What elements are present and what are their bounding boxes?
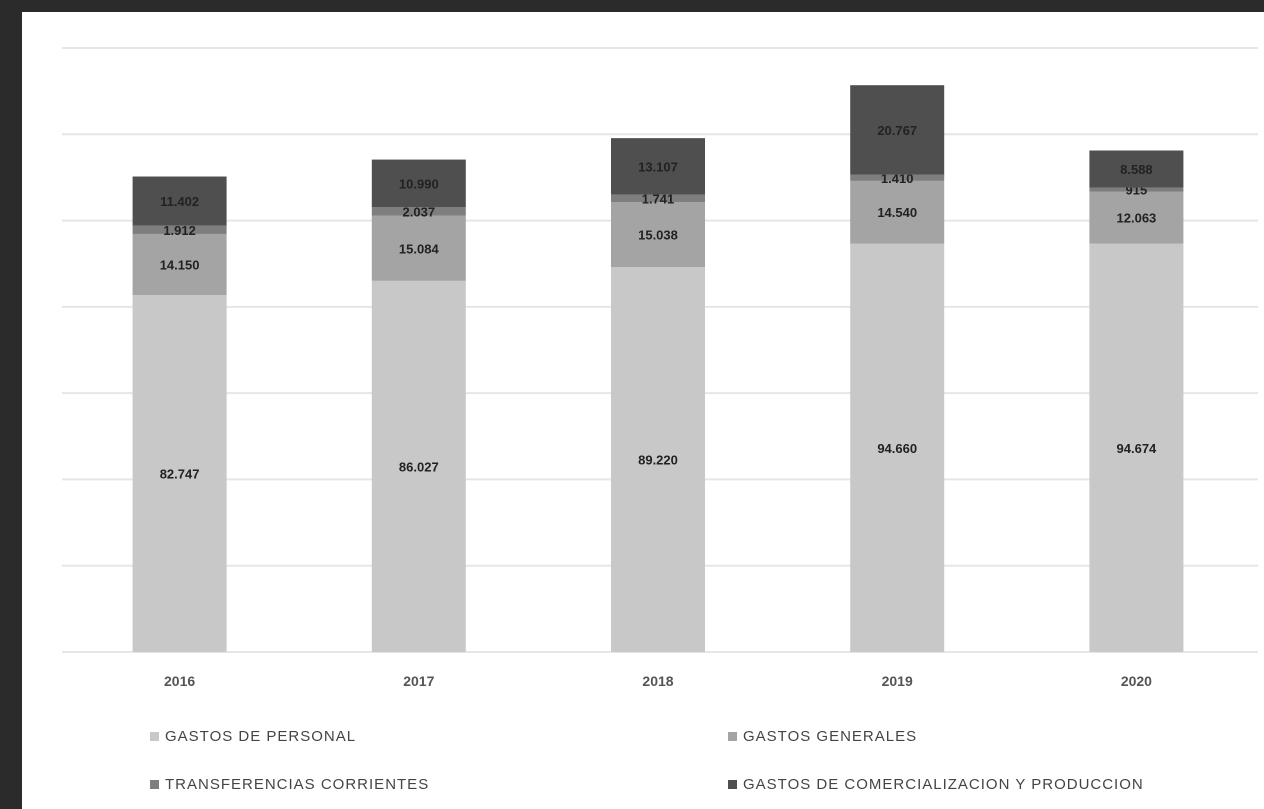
- bar-segment: [850, 243, 945, 652]
- bar-segment: [132, 295, 227, 652]
- data-label: 15.038: [638, 228, 678, 243]
- x-tick-label: 2019: [882, 673, 913, 689]
- bar-segment: [850, 85, 945, 175]
- data-label: 20.767: [877, 123, 917, 138]
- data-label: 1.912: [163, 223, 196, 238]
- data-label: 2.037: [403, 204, 436, 219]
- data-label: 86.027: [399, 459, 439, 474]
- bar-segment: [132, 233, 227, 296]
- bar-segment: [1089, 150, 1184, 188]
- legend-item-gastos-de-personal: GASTOS DE PERSONAL: [150, 728, 356, 745]
- bar-segment: [371, 280, 466, 652]
- bar-segment: [371, 215, 466, 281]
- data-label: 15.084: [399, 241, 440, 256]
- legend-swatch-icon: [150, 780, 159, 789]
- legend-label: GASTOS DE PERSONAL: [165, 728, 357, 745]
- bar-segment: [371, 159, 466, 207]
- bar-segment: [132, 225, 227, 234]
- data-label: 11.402: [160, 194, 199, 209]
- chart-frame: 82.747 14.150 1.912 11.402 2016 86.027 15.084 2…: [22, 12, 1264, 809]
- data-label: 1.741: [642, 191, 675, 206]
- bar-segment: [1089, 187, 1184, 192]
- bar-segment: [611, 138, 705, 195]
- bar-segment: [1089, 243, 1184, 652]
- legend-item-gastos-de-comercializacion: GASTOS DE COMERCIALIZACION Y PRODUCCION: [728, 776, 1144, 793]
- legend-swatch-icon: [150, 732, 159, 741]
- data-label: 82.747: [160, 467, 200, 482]
- data-label: 94.660: [877, 441, 917, 456]
- data-label: 13.107: [638, 159, 678, 174]
- data-label: 14.150: [160, 257, 200, 272]
- legend-item-transferencias-corrientes: TRANSFERENCIAS CORRIENTES: [150, 776, 429, 793]
- bar-segment: [850, 180, 945, 244]
- bar-segment: [850, 174, 945, 181]
- x-tick-label: 2016: [164, 673, 195, 689]
- legend-label: GASTOS DE COMERCIALIZACION Y PRODUCCION: [743, 776, 1144, 793]
- data-label: 8.588: [1120, 162, 1153, 177]
- stacked-bar-chart: 82.747 14.150 1.912 11.402 2016 86.027 15.084 2…: [62, 47, 1258, 689]
- bar-segment: [1089, 191, 1184, 244]
- legend-label: TRANSFERENCIAS CORRIENTES: [165, 776, 430, 793]
- x-tick-label: 2017: [403, 673, 434, 689]
- bar-segment: [611, 267, 705, 652]
- legend-item-gastos-generales: GASTOS GENERALES: [728, 728, 917, 745]
- x-tick-label: 2018: [642, 673, 673, 689]
- legend-label: GASTOS GENERALES: [743, 728, 918, 745]
- bar-segment: [371, 206, 466, 216]
- x-tick-label: 2020: [1121, 673, 1152, 689]
- data-label: 12.063: [1117, 211, 1157, 226]
- data-label: 89.220: [638, 453, 678, 468]
- data-label: 10.990: [399, 176, 439, 191]
- bar-segment: [611, 194, 705, 203]
- data-label: 14.540: [877, 205, 917, 220]
- bar-segment: [611, 202, 705, 268]
- data-label: 94.674: [1117, 441, 1158, 456]
- legend-swatch-icon: [728, 780, 737, 789]
- legend-swatch-icon: [728, 732, 737, 741]
- bar-segment: [132, 176, 227, 226]
